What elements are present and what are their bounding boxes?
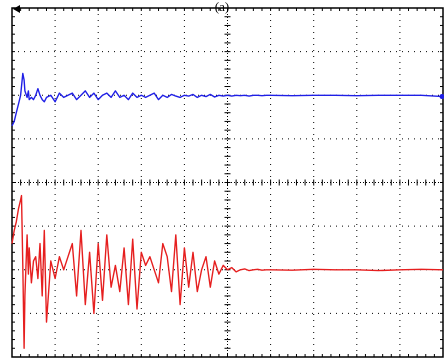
trace-red xyxy=(11,194,444,349)
grid xyxy=(11,7,444,358)
series-layer xyxy=(11,72,444,349)
trigger-markers xyxy=(13,5,444,100)
trace-blue xyxy=(11,72,444,127)
trigger-marker-icon xyxy=(13,5,20,13)
channel-marker-icon xyxy=(439,94,444,100)
